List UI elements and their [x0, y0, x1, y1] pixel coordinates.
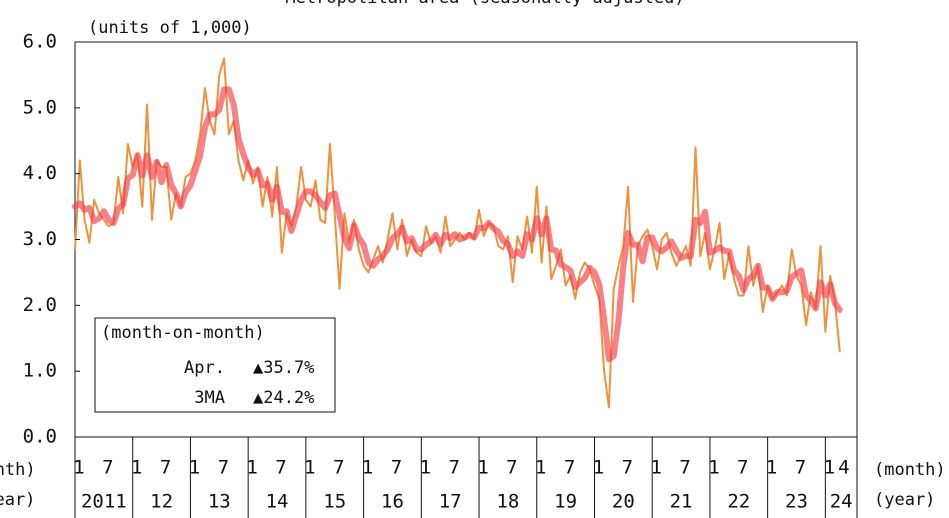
year-label: 14 — [266, 491, 289, 513]
x-tick-label: 7 — [275, 457, 286, 479]
x-tick-label: 1 — [593, 457, 604, 479]
x-tick-label: 1 — [650, 457, 661, 479]
x-tick-label: 7 — [679, 457, 690, 479]
x-tick-label: 7 — [737, 457, 748, 479]
year-label: 24 — [830, 491, 853, 513]
year-label: 20 — [612, 491, 635, 513]
legend-label: Apr. — [184, 358, 225, 378]
x-tick-label: 7 — [333, 457, 344, 479]
x-tick-label: 7 — [218, 457, 229, 479]
y-tick-label: 4.0 — [23, 162, 57, 184]
year-label: 22 — [727, 491, 750, 513]
x-tick-label: 7 — [391, 457, 402, 479]
x-tick-label: 7 — [564, 457, 575, 479]
x-tick-label: 1 — [304, 457, 315, 479]
x-tick-label: 1 — [362, 457, 373, 479]
legend-title: (month-on-month) — [101, 323, 265, 343]
legend-value: ▲24.2% — [253, 388, 314, 408]
x-tick-label: 1 — [766, 457, 777, 479]
y-tick-label: 1.0 — [23, 360, 57, 382]
y-tick-label: 2.0 — [23, 294, 57, 316]
x-tick-label: 7 — [160, 457, 171, 479]
year-label: 21 — [670, 491, 693, 513]
year-label: 15 — [323, 491, 346, 513]
x-tick-label: 1 — [708, 457, 719, 479]
x-axis-label-year: (year) — [874, 490, 935, 510]
year-label: 13 — [208, 491, 231, 513]
x-tick-label: 1 — [246, 457, 257, 479]
x-tick-label: 1 — [73, 457, 84, 479]
y-tick-label: 3.0 — [23, 228, 57, 250]
year-label: 19 — [554, 491, 577, 513]
y-tick-label: 6.0 — [23, 31, 57, 53]
x-tick-label: 7 — [448, 457, 459, 479]
x-axis-label-year: (year) — [0, 490, 35, 510]
x-axis-label-month: (month) — [0, 460, 36, 480]
year-label: 12 — [150, 491, 173, 513]
year-label: 2011 — [81, 491, 127, 513]
year-label: 16 — [381, 491, 404, 513]
legend-box — [94, 317, 336, 413]
x-tick-label: 7 — [622, 457, 633, 479]
legend-label: 3MA — [194, 388, 225, 408]
series-group — [72, 57, 843, 409]
year-label: 18 — [496, 491, 519, 513]
y-axis-label: (units of 1,000) — [88, 18, 252, 38]
x-tick-label: 1 — [131, 457, 142, 479]
chart-title: Metropolitan area (seasonally adjusted) — [285, 0, 684, 8]
x-tick-label: 7 — [506, 457, 517, 479]
series-line — [72, 86, 843, 363]
x-axis-label-month: (month) — [874, 460, 946, 480]
x-tick-label: 7 — [795, 457, 806, 479]
x-tick-label: 4 — [838, 457, 849, 479]
y-tick-label: 0.0 — [23, 426, 57, 448]
legend-value: ▲35.7% — [253, 358, 314, 378]
x-tick-label: 1 — [477, 457, 488, 479]
x-tick-label: 1 — [420, 457, 431, 479]
y-tick-label: 5.0 — [23, 96, 57, 118]
x-tick-label: 1 — [189, 457, 200, 479]
x-tick-label: 7 — [102, 457, 113, 479]
year-label: 23 — [785, 491, 808, 513]
x-tick-label: 1 — [535, 457, 546, 479]
year-label: 17 — [439, 491, 462, 513]
x-tick-label: 1 — [824, 457, 835, 479]
